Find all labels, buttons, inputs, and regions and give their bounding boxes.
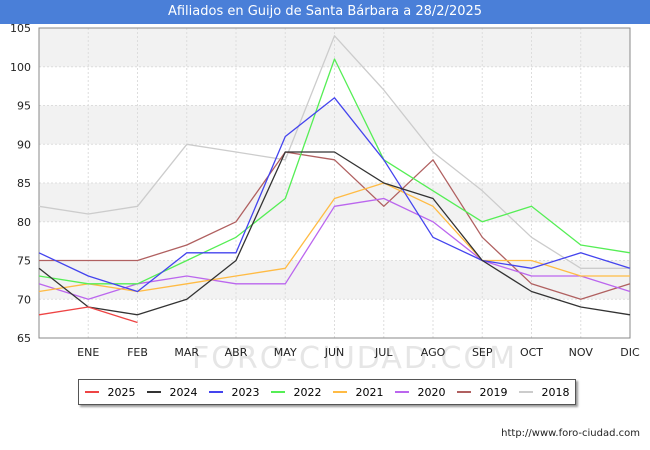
legend-swatch: [394, 391, 409, 393]
legend-label: 2018: [541, 385, 570, 399]
y-tick-label: 70: [17, 293, 31, 306]
legend-swatch: [84, 391, 99, 393]
y-tick-label: 85: [17, 177, 31, 190]
legend-item-2023: 2023: [208, 385, 260, 399]
source-url: http://www.foro-ciudad.com: [501, 428, 640, 439]
x-tick-label: MAR: [174, 346, 199, 359]
y-tick-label: 105: [10, 22, 31, 35]
legend-swatch: [518, 391, 533, 393]
legend-item-2025: 2025: [84, 385, 136, 399]
x-tick-label: AGO: [421, 346, 446, 359]
legend-label: 2021: [355, 385, 384, 399]
series-line-2025: [38, 306, 138, 324]
y-tick-label: 65: [17, 332, 31, 345]
y-tick-label: 75: [17, 255, 31, 268]
legend-swatch: [456, 391, 471, 393]
legend-item-2020: 2020: [394, 385, 446, 399]
legend-item-2019: 2019: [456, 385, 508, 399]
x-tick-label: JUL: [374, 346, 393, 359]
legend-label: 2020: [417, 385, 446, 399]
y-tick-label: 100: [10, 61, 31, 74]
legend-item-2021: 2021: [332, 385, 384, 399]
legend-label: 2023: [231, 385, 260, 399]
y-tick-label: 80: [17, 216, 31, 229]
legend-swatch: [270, 391, 285, 393]
legend-item-2024: 2024: [146, 385, 198, 399]
x-tick-label: ABR: [225, 346, 248, 359]
series-line-2023: [38, 97, 631, 293]
series-line-2022: [38, 58, 631, 285]
y-tick-label: 90: [17, 138, 31, 151]
legend-label: 2022: [293, 385, 322, 399]
chart-title: Afiliados en Guijo de Santa Bárbara a 28…: [0, 0, 650, 24]
plot-border: [38, 27, 631, 339]
series-line-2019: [39, 151, 631, 300]
x-tick-label: OCT: [520, 346, 543, 359]
legend-label: 2019: [479, 385, 508, 399]
x-tick-label: JUN: [324, 346, 345, 359]
legend-label: 2025: [107, 385, 136, 399]
legend-swatch: [208, 391, 223, 393]
series-line-2018: [38, 35, 630, 269]
x-tick-label: SEP: [472, 346, 493, 359]
legend-label: 2024: [169, 385, 198, 399]
x-tick-label: MAY: [274, 346, 297, 359]
legend-swatch: [146, 391, 161, 393]
x-tick-label: DIC: [620, 346, 640, 359]
legend-swatch: [332, 391, 347, 393]
y-tick-label: 95: [17, 100, 31, 113]
x-tick-label: FEB: [127, 346, 148, 359]
chart-legend: 2025 2024 2023 2022 2021 2020 2019 2018: [78, 379, 576, 405]
watermark: FORO-CIUDAD.COM: [192, 341, 517, 376]
legend-item-2018: 2018: [518, 385, 570, 399]
x-tick-label: NOV: [569, 346, 594, 359]
x-tick-label: ENE: [77, 346, 99, 359]
series-line-2024: [38, 151, 631, 316]
legend-item-2022: 2022: [270, 385, 322, 399]
